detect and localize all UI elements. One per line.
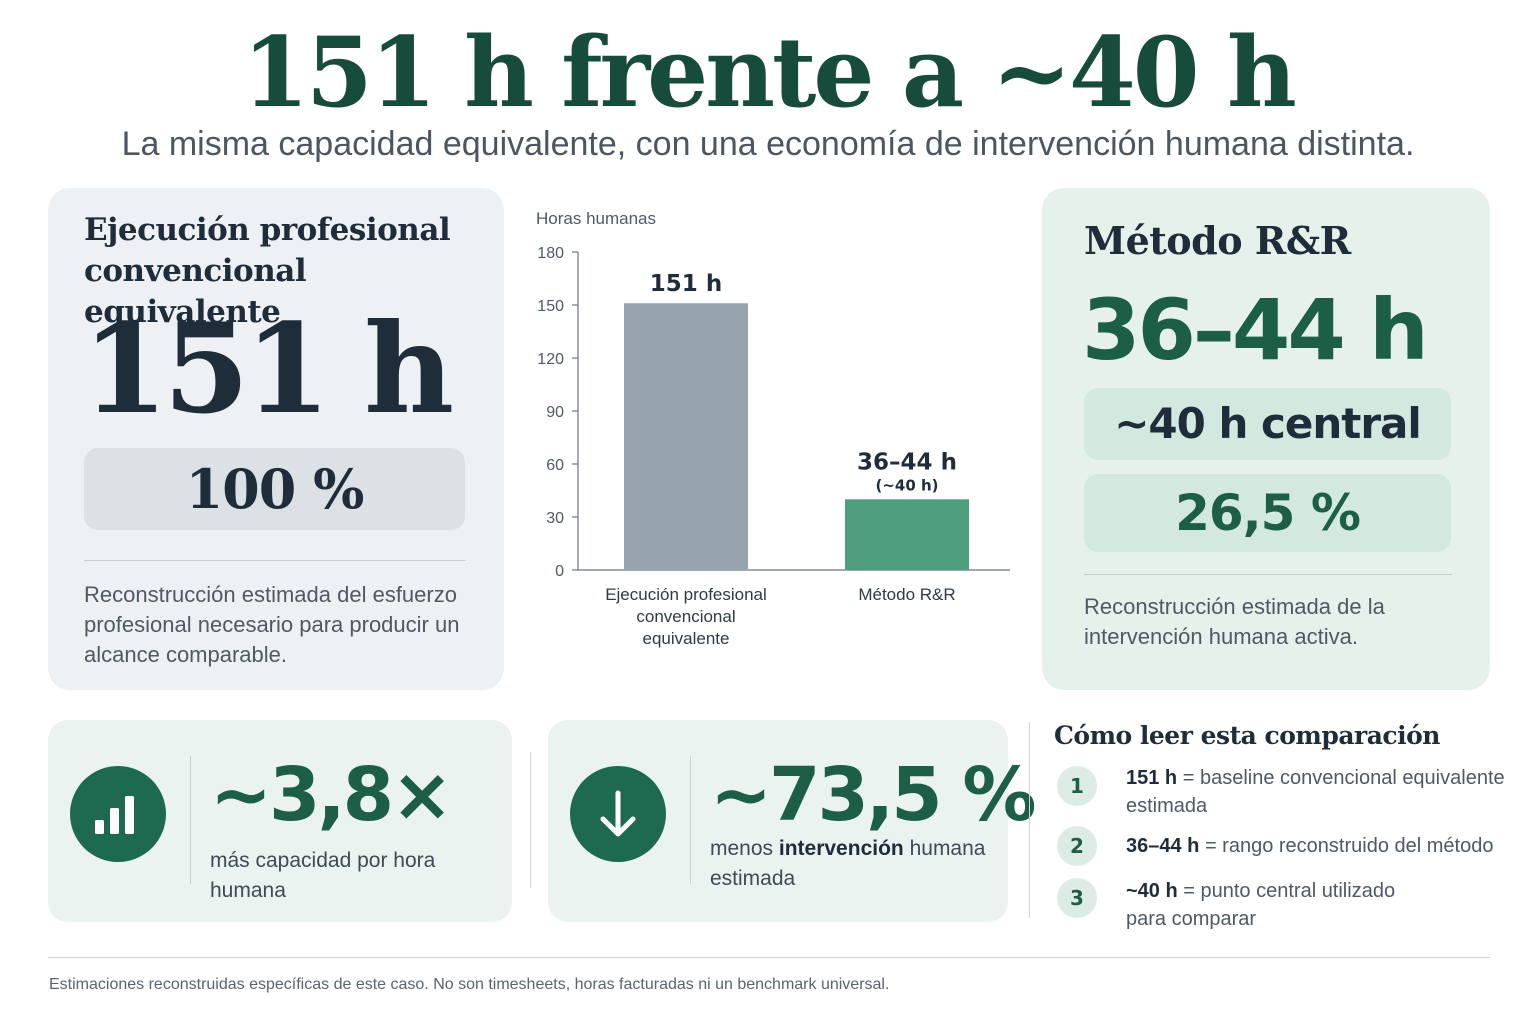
section-divider	[530, 752, 531, 888]
footer-divider	[48, 957, 1490, 958]
guide-title: Cómo leer esta comparación	[1054, 721, 1441, 750]
bar-value-label: 151 h	[650, 271, 722, 297]
rr-method-card: Método R&R 36–44 h ~40 h central 26,5 % …	[1042, 188, 1490, 690]
y-tick-label: 60	[546, 457, 564, 474]
rr-percent-badge: 26,5 %	[1084, 474, 1451, 552]
capacity-stat-card: ~3,8× más capacidad por hora humana	[48, 720, 512, 922]
guide-item: 36–44 h = rango reconstruido del método	[1126, 832, 1526, 860]
bar-chart-icon	[70, 766, 166, 862]
bar	[624, 303, 748, 570]
page-title: 151 h frente a ~40 h	[242, 16, 1297, 129]
stat-divider	[190, 756, 191, 884]
x-category-label: Ejecución profesional	[605, 585, 767, 604]
y-tick-label: 150	[537, 298, 564, 315]
rr-divider	[1084, 574, 1452, 575]
y-tick-label: 120	[537, 351, 564, 368]
rr-method-description: Reconstrucción estimada de la intervenci…	[1084, 594, 1385, 649]
x-category-label: equivalente	[643, 629, 730, 648]
conventional-percent-badge: 100 %	[84, 448, 465, 530]
rr-central-badge: ~40 h central	[1084, 388, 1451, 460]
guide-item-text: = baseline convencional equivalente esti…	[1126, 767, 1505, 817]
reduction-text-end: humana estimada	[710, 837, 986, 890]
hours-bar-chart: Horas humanas 0 30 60 90 120 150 180 151 h 36–4…	[536, 209, 1010, 648]
rr-method-hours-range: 36–44 h	[1082, 281, 1429, 379]
guide-item-text: = punto central utilizado para comparar	[1126, 880, 1396, 930]
capacity-description: más capacidad por hora humana	[210, 849, 436, 902]
guide-item-text: = rango reconstruido del método	[1199, 835, 1494, 857]
guide-item-key: 151 h	[1126, 767, 1178, 789]
rr-method-heading: Método R&R	[1084, 218, 1351, 263]
conventional-card: Ejecución profesional convencional equiv…	[48, 188, 504, 690]
reduction-percent: ~73,5 %	[710, 752, 1036, 838]
bar-value-sublabel: (~40 h)	[875, 476, 938, 494]
reduction-stat-card: ~73,5 % menos intervención humana estima…	[548, 720, 1036, 922]
section-divider	[1029, 722, 1030, 918]
guide-number-badge: 2	[1057, 826, 1097, 866]
guide-item-key: 36–44 h	[1126, 835, 1200, 857]
bar	[845, 499, 969, 570]
y-tick-label: 30	[546, 510, 564, 527]
y-axis-label: Horas humanas	[536, 209, 656, 228]
guide-number-badge: 1	[1057, 766, 1097, 806]
guide-item-key: ~40 h	[1126, 880, 1178, 902]
conventional-divider	[84, 560, 466, 561]
reduction-description: menos intervención humana estimada	[710, 834, 1000, 894]
y-tick-label: 0	[555, 563, 564, 580]
guide-number-badge: 3	[1057, 878, 1097, 918]
footnote: Estimaciones reconstruidas específicas d…	[49, 976, 890, 993]
y-tick-label: 90	[546, 404, 564, 421]
conventional-hours: 151 h	[82, 297, 454, 442]
bar-value-label: 36–44 h	[857, 449, 957, 475]
reduction-text-start: menos	[710, 837, 779, 860]
y-tick-label: 180	[537, 245, 564, 262]
arrow-down-icon	[570, 766, 666, 862]
guide-item: 151 h = baseline convencional equivalent…	[1126, 764, 1506, 820]
guide-item: ~40 h = punto central utilizado para com…	[1126, 877, 1416, 933]
stat-divider	[690, 756, 691, 884]
x-category-label: Método R&R	[858, 585, 955, 604]
conventional-heading: Ejecución profesional convencional equiv…	[84, 212, 451, 330]
x-category-label: convencional	[636, 607, 735, 626]
conventional-description: Reconstrucción estimada del esfuerzo pro…	[84, 582, 460, 667]
capacity-multiplier: ~3,8×	[210, 752, 453, 838]
reduction-text-bold: intervención	[778, 837, 904, 860]
page-subtitle: La misma capacidad equivalente, con una …	[121, 125, 1415, 163]
